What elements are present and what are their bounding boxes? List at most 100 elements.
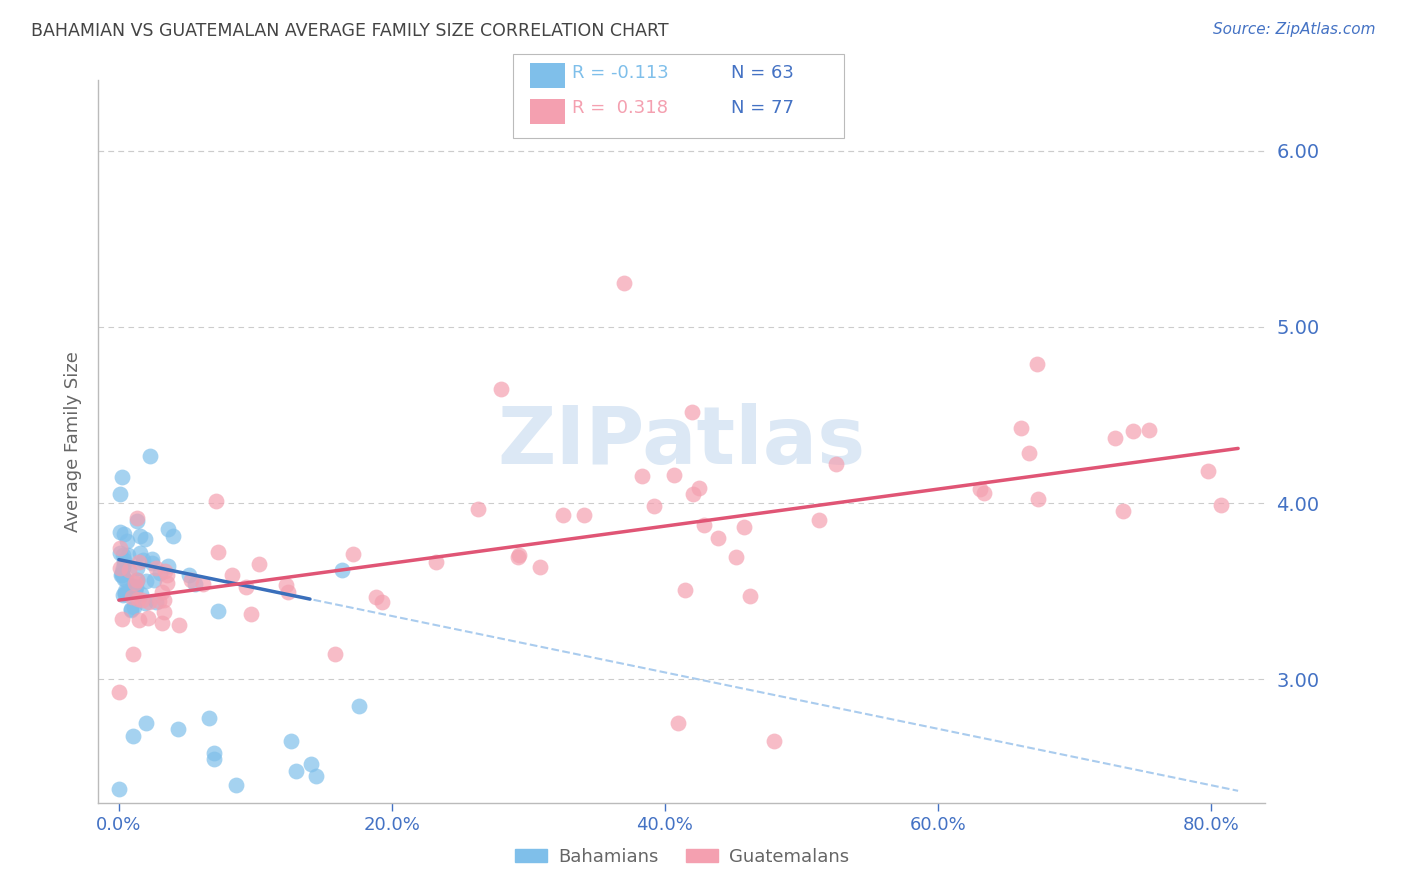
Point <box>1137 424 1160 438</box>
Text: N = 77: N = 77 <box>731 99 794 117</box>
Point <box>153 605 176 619</box>
Point <box>280 734 302 748</box>
Point <box>112 572 135 586</box>
Point <box>668 716 690 731</box>
Point <box>673 582 696 597</box>
Point <box>129 587 152 601</box>
Point <box>117 563 139 577</box>
Point <box>274 578 297 592</box>
Point <box>148 594 170 608</box>
Point <box>156 522 179 536</box>
Point <box>551 508 574 523</box>
Point <box>114 584 136 599</box>
Point <box>162 529 184 543</box>
Point <box>733 520 755 534</box>
Point <box>1197 464 1219 478</box>
Point <box>111 548 134 562</box>
Point <box>141 552 163 566</box>
Point <box>124 583 146 598</box>
Point <box>177 568 200 582</box>
Point <box>969 482 991 496</box>
Text: N = 63: N = 63 <box>731 64 794 82</box>
Point <box>1211 498 1233 512</box>
Point <box>330 563 353 577</box>
Point <box>145 561 167 575</box>
Point <box>613 276 636 290</box>
Point <box>108 561 131 575</box>
Point <box>467 502 489 516</box>
Point <box>347 698 370 713</box>
Point <box>342 547 364 561</box>
Point <box>1018 446 1040 460</box>
Point <box>155 575 177 590</box>
Point <box>198 711 221 725</box>
Text: R = -0.113: R = -0.113 <box>572 64 669 82</box>
Point <box>688 481 710 495</box>
Point <box>1026 492 1049 507</box>
Point <box>277 584 299 599</box>
Point <box>110 568 132 582</box>
Point <box>1010 421 1032 435</box>
Point <box>325 647 347 661</box>
Point <box>108 781 131 796</box>
Point <box>111 588 134 602</box>
Point <box>125 515 148 529</box>
Point <box>117 533 139 548</box>
Point <box>115 573 138 587</box>
Point <box>129 529 152 543</box>
Legend: Bahamians, Guatemalans: Bahamians, Guatemalans <box>508 841 856 873</box>
Point <box>128 546 150 560</box>
Point <box>112 553 135 567</box>
Point <box>145 594 167 608</box>
Point <box>364 590 387 604</box>
Point <box>127 573 149 587</box>
Point <box>693 517 716 532</box>
Point <box>111 565 134 579</box>
Point <box>824 457 846 471</box>
Point <box>156 558 179 573</box>
Point <box>506 549 529 564</box>
Point <box>122 579 145 593</box>
Point <box>135 716 157 731</box>
Point <box>740 589 762 603</box>
Point <box>207 545 229 559</box>
Point <box>205 494 228 508</box>
Point <box>121 591 143 605</box>
Point <box>301 757 323 772</box>
Point <box>425 555 447 569</box>
Point <box>128 555 150 569</box>
Point <box>124 600 146 615</box>
Point <box>141 556 163 570</box>
Point <box>127 561 149 575</box>
Text: BAHAMIAN VS GUATEMALAN AVERAGE FAMILY SIZE CORRELATION CHART: BAHAMIAN VS GUATEMALAN AVERAGE FAMILY SI… <box>31 22 669 40</box>
Point <box>111 567 134 582</box>
Point <box>120 602 142 616</box>
Point <box>508 549 530 563</box>
Point <box>529 559 551 574</box>
Point <box>110 612 132 626</box>
Point <box>108 524 131 539</box>
Point <box>149 566 172 580</box>
Point <box>643 499 665 513</box>
Point <box>108 487 131 501</box>
Point <box>138 594 160 608</box>
Point <box>167 618 190 632</box>
Point <box>156 568 179 582</box>
Point <box>973 485 995 500</box>
Point <box>725 549 748 564</box>
Point <box>131 592 153 607</box>
Point <box>120 603 142 617</box>
Point <box>111 561 134 575</box>
Point <box>127 592 149 607</box>
Point <box>221 567 243 582</box>
Point <box>111 470 134 484</box>
Point <box>150 585 173 599</box>
Point <box>111 567 134 582</box>
Point <box>681 404 703 418</box>
Point <box>108 541 131 556</box>
Point <box>127 511 149 525</box>
Point <box>1112 503 1135 517</box>
Point <box>108 685 131 699</box>
Point <box>150 615 173 630</box>
Point <box>134 532 156 546</box>
